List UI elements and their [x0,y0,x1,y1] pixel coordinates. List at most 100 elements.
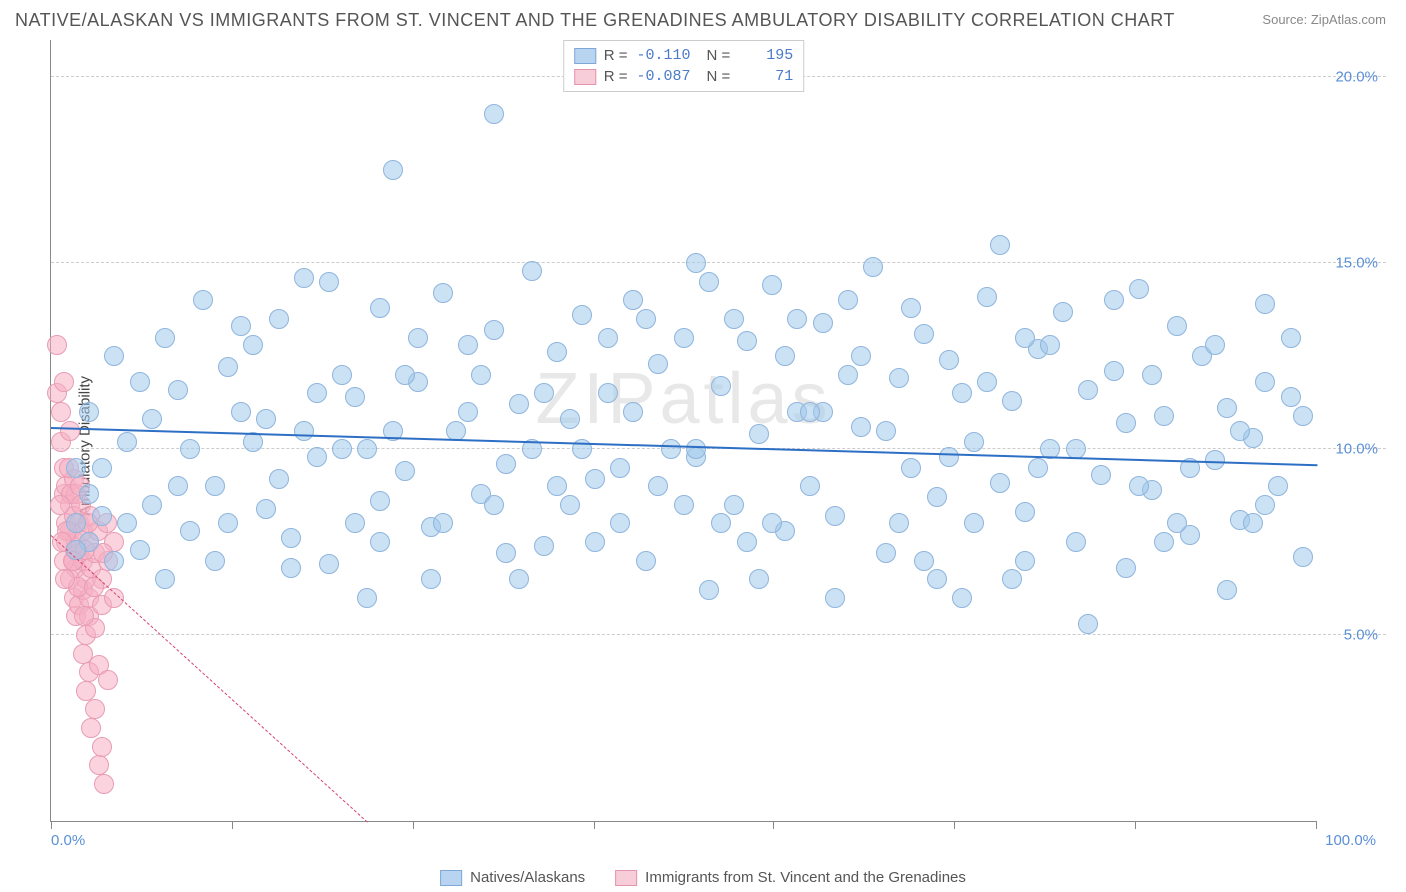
legend-swatch [574,69,596,85]
data-point [395,461,415,481]
x-tick [51,821,52,829]
data-point [1281,387,1301,407]
data-point [1116,558,1136,578]
plot-region: ZIPatlas R =-0.110N =195R =-0.087N =71 5… [50,40,1316,822]
data-point [66,458,86,478]
legend-swatch [440,870,462,886]
data-point [952,383,972,403]
data-point [800,402,820,422]
data-point [370,532,390,552]
data-point [54,372,74,392]
watermark-text: ZIPatlas [535,358,831,440]
data-point [104,551,124,571]
data-point [661,439,681,459]
source-link[interactable]: ZipAtlas.com [1311,12,1386,27]
data-point [851,346,871,366]
data-point [737,532,757,552]
data-point [332,439,352,459]
data-point [47,335,67,355]
data-point [496,543,516,563]
x-tick [954,821,955,829]
x-tick-label: 0.0% [51,832,85,849]
data-point [193,290,213,310]
data-point [218,357,238,377]
data-point [421,569,441,589]
data-point [560,495,580,515]
data-point [66,540,86,560]
data-point [1255,495,1275,515]
data-point [939,447,959,467]
legend-swatch [615,870,637,886]
data-point [446,421,466,441]
data-point [547,476,567,496]
data-point [471,365,491,385]
data-point [319,272,339,292]
trend-line [51,427,1317,466]
data-point [243,335,263,355]
data-point [1230,421,1250,441]
data-point [256,499,276,519]
data-point [307,447,327,467]
data-point [636,309,656,329]
data-point [218,513,238,533]
x-tick [232,821,233,829]
data-point [92,737,112,757]
data-point [964,513,984,533]
data-point [838,290,858,310]
data-point [901,298,921,318]
data-point [50,495,70,515]
x-tick [773,821,774,829]
data-point [294,421,314,441]
y-tick-label: 10.0% [1335,441,1378,458]
data-point [1002,391,1022,411]
data-point [1243,513,1263,533]
n-value: 195 [738,47,793,64]
data-point [1293,406,1313,426]
data-point [1255,294,1275,314]
data-point [74,606,94,626]
data-point [674,495,694,515]
data-point [1015,328,1035,348]
data-point [1167,513,1187,533]
data-point [964,432,984,452]
data-point [1129,476,1149,496]
source-label: Source: [1262,12,1307,27]
data-point [155,328,175,348]
gridline-h [51,634,1386,635]
legend-series-item: Natives/Alaskans [440,869,585,886]
data-point [1053,302,1073,322]
data-point [142,495,162,515]
r-value: -0.087 [636,68,691,85]
data-point [699,580,719,600]
data-point [205,551,225,571]
legend-series-label: Natives/Alaskans [470,869,585,886]
data-point [1205,335,1225,355]
data-point [370,491,390,511]
data-point [598,383,618,403]
data-point [1002,569,1022,589]
data-point [851,417,871,437]
data-point [180,521,200,541]
legend-series: Natives/AlaskansImmigrants from St. Vinc… [440,869,966,886]
data-point [433,513,453,533]
data-point [168,476,188,496]
data-point [901,458,921,478]
data-point [585,532,605,552]
data-point [256,409,276,429]
data-point [332,365,352,385]
data-point [1015,502,1035,522]
data-point [484,495,504,515]
data-point [307,383,327,403]
gridline-h [51,262,1386,263]
data-point [85,699,105,719]
data-point [1142,365,1162,385]
data-point [914,324,934,344]
data-point [1268,476,1288,496]
data-point [560,409,580,429]
data-point [79,484,99,504]
legend-stats-row: R =-0.110N =195 [574,45,794,66]
x-tick [594,821,595,829]
data-point [762,513,782,533]
data-point [610,458,630,478]
data-point [724,309,744,329]
